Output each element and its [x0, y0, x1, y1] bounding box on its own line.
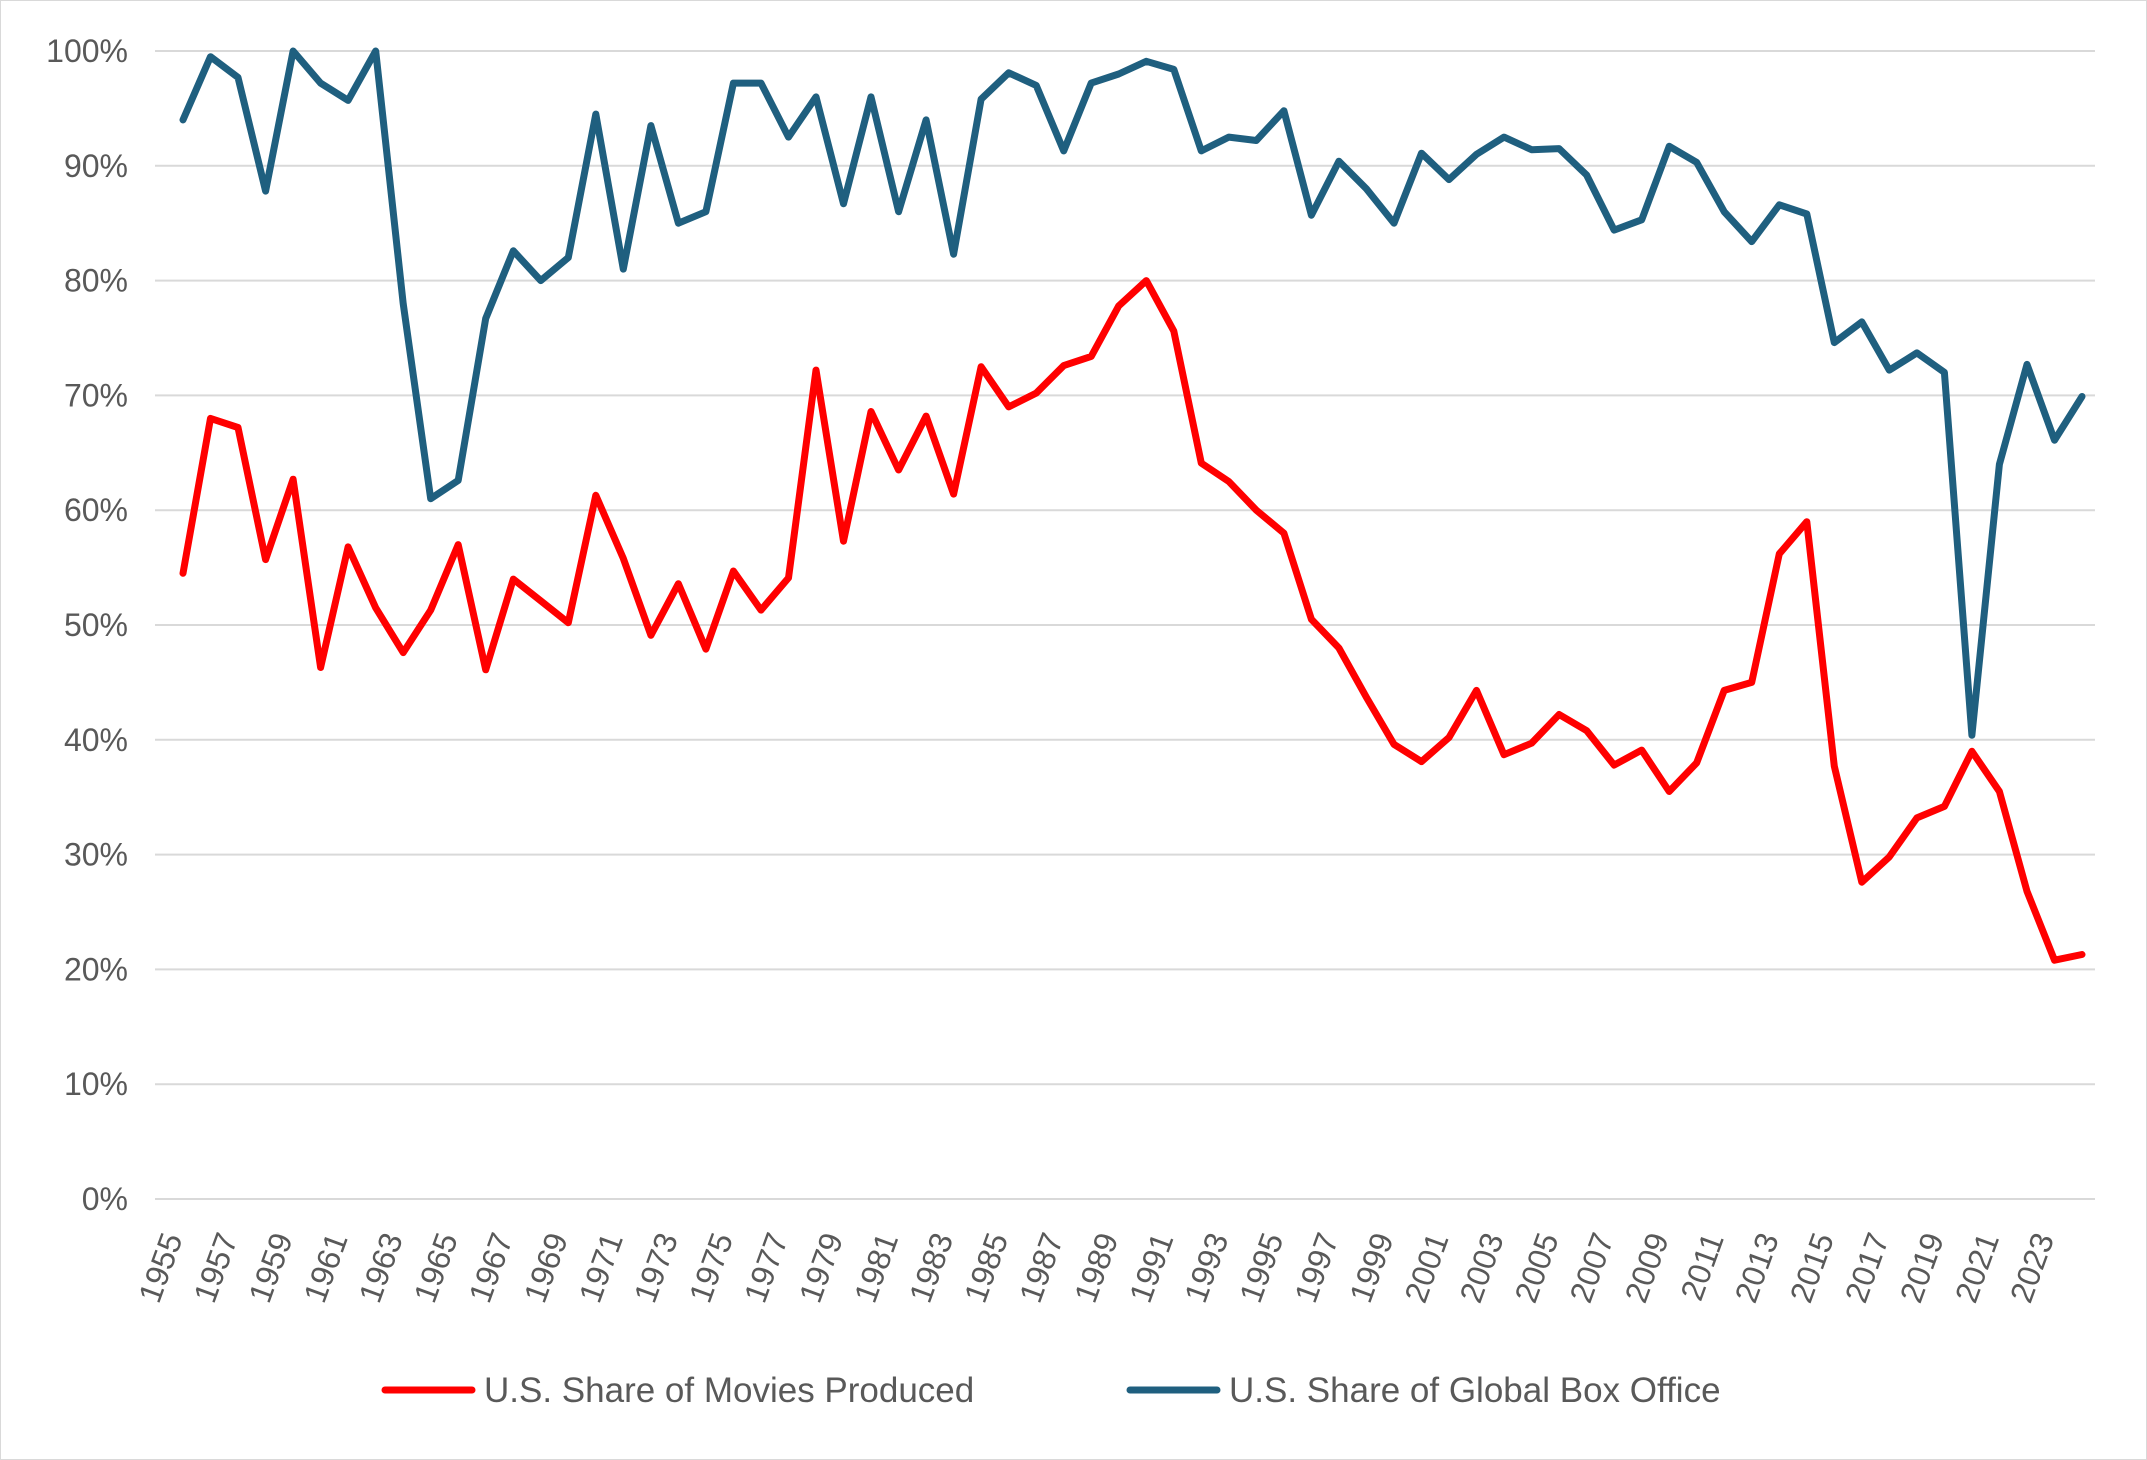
y-tick-label: 0%	[82, 1181, 128, 1217]
x-tick-label: 1955	[131, 1228, 189, 1307]
x-tick-label: 1993	[1177, 1228, 1235, 1307]
y-tick-label: 70%	[64, 377, 128, 413]
y-tick-label: 100%	[46, 33, 128, 69]
y-tick-label: 60%	[64, 492, 128, 528]
legend-label-movies-produced: U.S. Share of Movies Produced	[484, 1371, 974, 1410]
x-tick-label: 1985	[957, 1228, 1015, 1307]
x-tick-label: 2009	[1618, 1228, 1676, 1307]
x-tick-label: 2023	[2003, 1228, 2061, 1307]
x-tick-label: 1977	[737, 1228, 795, 1307]
y-tick-label: 20%	[64, 951, 128, 987]
x-tick-label: 1975	[682, 1228, 740, 1307]
x-tick-label: 1965	[407, 1228, 465, 1307]
x-tick-label: 2021	[1948, 1228, 2006, 1307]
x-tick-label: 1999	[1342, 1228, 1400, 1307]
x-tick-label: 1959	[241, 1228, 299, 1307]
y-tick-label: 40%	[64, 722, 128, 758]
legend-item-global-box-office: U.S. Share of Global Box Office	[1126, 1371, 1721, 1410]
legend-item-movies-produced: U.S. Share of Movies Produced	[381, 1371, 974, 1410]
x-tick-label: 2001	[1397, 1228, 1455, 1307]
x-tick-label: 1991	[1122, 1228, 1180, 1307]
gridlines	[155, 50, 2095, 1200]
y-axis-tick-labels: 0% 10% 20% 30% 40% 50% 60% 70% 80% 90% 100%	[46, 33, 128, 1217]
series-line-global-box-office	[179, 47, 2086, 739]
x-tick-label: 1979	[792, 1228, 850, 1307]
x-tick-label: 1995	[1232, 1228, 1290, 1307]
x-tick-label: 1971	[572, 1228, 630, 1307]
x-tick-label: 1981	[847, 1228, 905, 1307]
x-tick-label: 2003	[1452, 1228, 1510, 1307]
series-line-movies-produced	[179, 277, 2086, 964]
x-tick-label: 1969	[517, 1228, 575, 1307]
legend-label-global-box-office: U.S. Share of Global Box Office	[1229, 1371, 1721, 1410]
x-tick-label: 1989	[1067, 1228, 1125, 1307]
y-tick-label: 10%	[64, 1066, 128, 1102]
x-tick-label: 1963	[352, 1228, 410, 1307]
x-tick-label: 2005	[1507, 1228, 1565, 1307]
x-tick-label: 2013	[1728, 1228, 1786, 1307]
x-axis-tick-labels: 1955195719591961196319651967196919711973…	[131, 1228, 2061, 1307]
y-tick-label: 90%	[64, 148, 128, 184]
x-tick-label: 1957	[186, 1228, 244, 1307]
legend: U.S. Share of Movies Produced U.S. Share…	[381, 1371, 1721, 1410]
x-tick-label: 2017	[1838, 1228, 1896, 1307]
x-tick-label: 2015	[1783, 1228, 1841, 1307]
y-tick-label: 50%	[64, 607, 128, 643]
x-tick-label: 2007	[1563, 1228, 1621, 1307]
x-tick-label: 2011	[1673, 1228, 1730, 1305]
x-tick-label: 1961	[297, 1228, 355, 1307]
x-tick-label: 2019	[1893, 1228, 1951, 1307]
series-lines	[179, 47, 2086, 964]
x-tick-label: 1983	[902, 1228, 960, 1307]
x-tick-label: 1997	[1287, 1228, 1345, 1307]
y-tick-label: 30%	[64, 837, 128, 873]
x-tick-label: 1973	[627, 1228, 685, 1307]
x-tick-label: 1967	[462, 1228, 520, 1307]
y-tick-label: 80%	[64, 263, 128, 299]
x-tick-label: 1987	[1012, 1228, 1070, 1307]
